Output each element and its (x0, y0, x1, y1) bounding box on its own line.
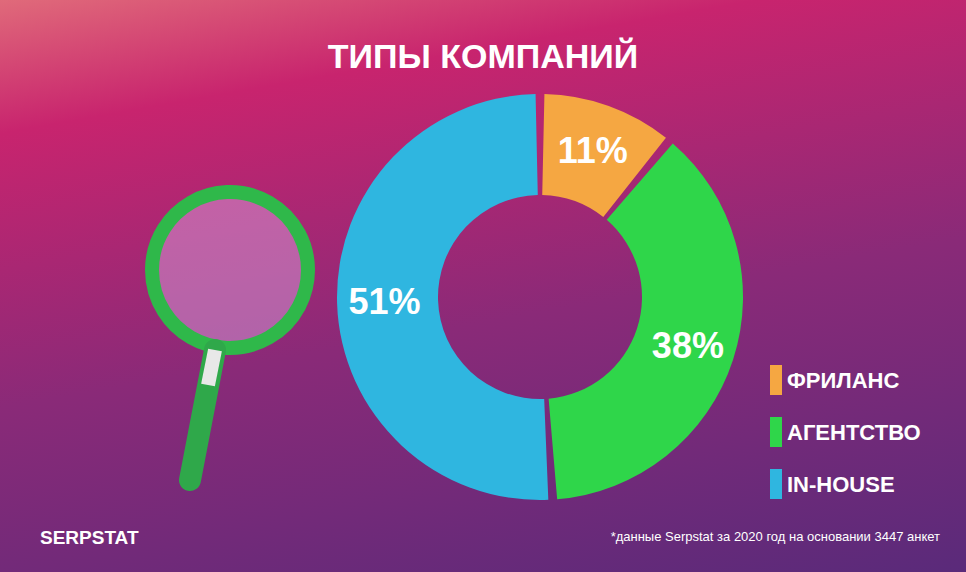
svg-text:АГЕНТСТВО: АГЕНТСТВО (787, 420, 921, 445)
svg-text:SERPSTAT: SERPSTAT (40, 527, 139, 548)
svg-text:38%: 38% (652, 325, 724, 366)
svg-text:ТИПЫ КОМПАНИЙ: ТИПЫ КОМПАНИЙ (328, 37, 638, 75)
svg-text:11%: 11% (558, 130, 628, 171)
svg-text:51%: 51% (349, 281, 421, 322)
svg-text:ФРИЛАНС: ФРИЛАНС (787, 368, 899, 393)
svg-text:*данные Serpstat за 2020 год н: *данные Serpstat за 2020 год на основани… (611, 529, 940, 544)
svg-text:IN-HOUSE: IN-HOUSE (787, 472, 895, 497)
